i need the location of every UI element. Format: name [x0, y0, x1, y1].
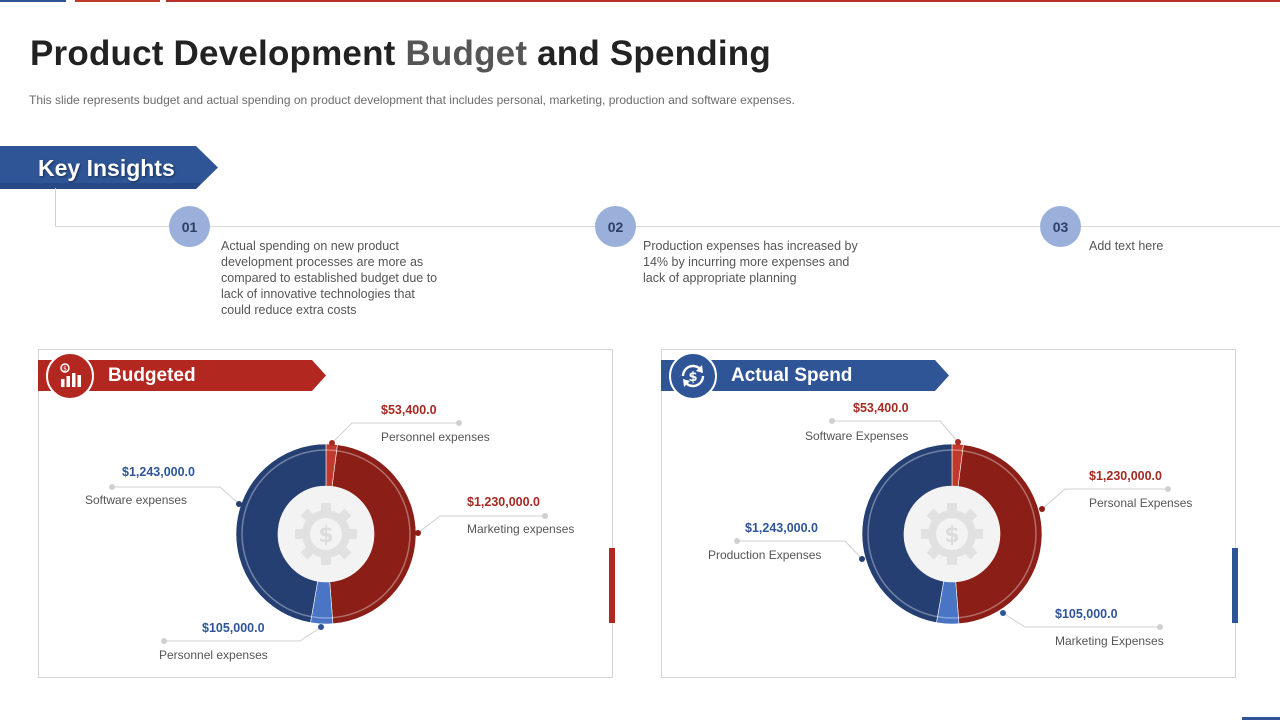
insight-text-3: Add text here: [1089, 238, 1163, 254]
actual-slice-3-label: Marketing Expenses: [1055, 634, 1164, 648]
gear-tooth: [947, 503, 957, 513]
insight-1-line: compared to established budget due to: [221, 271, 438, 285]
budgeted-inner-ring: [241, 449, 411, 619]
actual-slice-1-value: $53,400.0: [853, 401, 909, 415]
top-accent-line-blue: [0, 0, 66, 2]
gear-tooth: [321, 503, 331, 513]
budgeted-slice-3-value: $105,000.0: [202, 621, 265, 635]
bar-chart-icon: $: [46, 352, 94, 400]
budgeted-title: Budgeted: [108, 365, 196, 386]
top-accent-line-red: [75, 0, 160, 2]
insight-1-line: could reduce extra costs: [221, 303, 357, 317]
ribbon-shape: [38, 360, 326, 391]
budgeted-slice-2-label: Marketing expenses: [467, 522, 575, 536]
insight-2-line: Production expenses has increased by: [643, 239, 858, 253]
top-accent-line: [166, 0, 1280, 2]
actual-inner-ring: [867, 449, 1037, 619]
actual-spend-ribbon: Actual Spend: [661, 360, 949, 391]
insight-text-1: Actual spending on new product developme…: [221, 238, 437, 318]
budgeted-donut-chart: $: [235, 443, 417, 625]
gear-tooth: [947, 555, 957, 565]
bar-chart-icon-graphic: $: [60, 363, 81, 387]
budgeted-slice-1-label: Personnel expenses: [381, 430, 490, 444]
actual-spend-donut-chart: $: [861, 443, 1043, 625]
budgeted-slice-4-label: Software expenses: [85, 493, 188, 507]
title-part-3: and Spending: [527, 34, 771, 73]
insight-1-line: development processes are more as: [221, 255, 424, 269]
svg-text:$: $: [688, 370, 697, 385]
key-insights-banner: Key Insights: [0, 146, 218, 189]
actual-slice-4-value: $1,243,000.0: [745, 521, 818, 535]
title-part-1: Product Development: [30, 34, 406, 73]
dollar-cycle-icon: $: [669, 352, 717, 400]
banner-shape: [0, 146, 218, 189]
actual-slice-2-value: $1,230,000.0: [1089, 469, 1162, 483]
page-title: Product Development Budget and Spending: [30, 34, 771, 74]
timeline-connector: [55, 226, 1280, 227]
budgeted-slice-4-value: $1,243,000.0: [122, 465, 195, 479]
insight-3-line: Add text here: [1089, 239, 1164, 253]
actual-slice-2-label: Personal Expenses: [1089, 496, 1193, 510]
corner-accent: [1242, 717, 1280, 720]
insight-2-line: lack of appropriate planning: [643, 271, 797, 285]
dollar-cycle-icon-graphic: $: [681, 364, 705, 388]
gear-dollar-icon: $: [921, 503, 983, 565]
budgeted-slice-1-value: $53,400.0: [381, 403, 437, 417]
insight-1-line: lack of innovative technologies that: [221, 287, 415, 301]
budgeted-slice-2-value: $1,230,000.0: [467, 495, 540, 509]
title-part-2: Budget: [405, 34, 528, 73]
actual-accent-bar: [1232, 548, 1238, 623]
timeline-connector-vertical: [55, 188, 56, 226]
insight-text-2: Production expenses has increased by 14%…: [643, 238, 858, 286]
actual-slice-4-label: Production Expenses: [708, 548, 822, 562]
insight-number-3: 03: [1040, 206, 1081, 247]
key-insights-heading: Key Insights: [38, 155, 175, 181]
gear-hole: [936, 518, 968, 550]
insight-1-line: Actual spending on new product: [221, 239, 399, 253]
page-subtitle: This slide represents budget and actual …: [29, 93, 795, 107]
budgeted-ribbon: Budgeted: [38, 360, 326, 391]
actual-spend-title: Actual Spend: [731, 365, 853, 386]
dollar-glyph: $: [944, 523, 959, 548]
budgeted-slice-3-label: Personnel expenses: [159, 648, 268, 662]
dollar-glyph: $: [318, 523, 333, 548]
gear-dollar-icon: $: [295, 503, 357, 565]
svg-text:$: $: [63, 366, 67, 373]
gear-hole: [310, 518, 342, 550]
actual-slice-3-value: $105,000.0: [1055, 607, 1118, 621]
ribbon-shape: [661, 360, 949, 391]
insight-2-line: 14% by incurring more expenses and: [643, 255, 850, 269]
actual-slice-1-label: Software Expenses: [805, 429, 909, 443]
insight-number-2: 02: [595, 206, 636, 247]
insight-number-1: 01: [169, 206, 210, 247]
gear-tooth: [321, 555, 331, 565]
budgeted-accent-bar: [609, 548, 615, 623]
